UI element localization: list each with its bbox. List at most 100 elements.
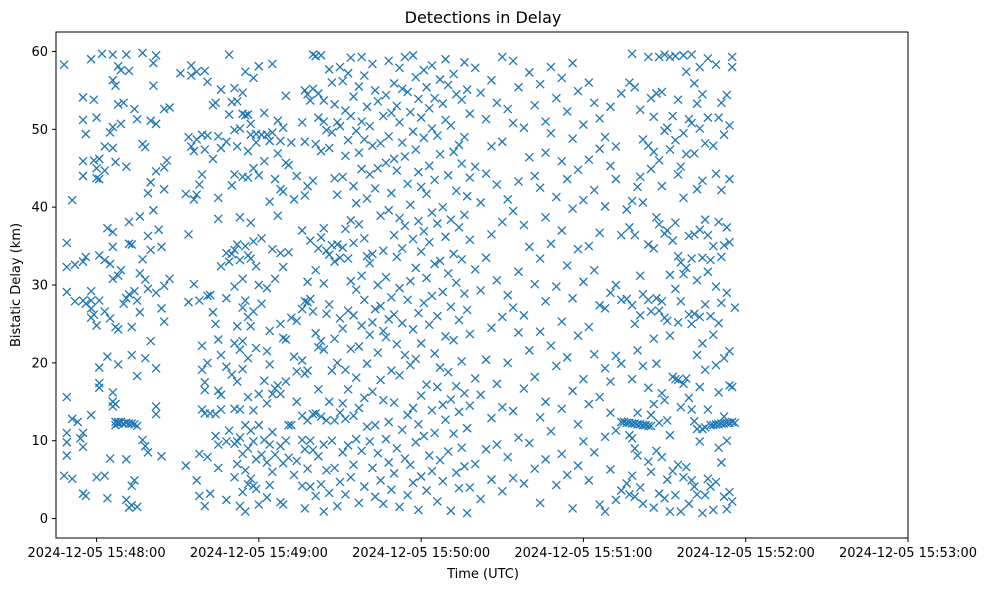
data-point bbox=[430, 93, 440, 103]
data-point bbox=[519, 310, 529, 320]
data-point bbox=[316, 50, 326, 60]
data-point bbox=[519, 384, 529, 393]
data-point bbox=[113, 324, 123, 334]
data-point bbox=[595, 113, 605, 123]
data-point bbox=[700, 365, 710, 375]
data-point bbox=[159, 184, 169, 194]
data-point bbox=[221, 362, 231, 372]
data-point bbox=[270, 450, 280, 460]
data-point bbox=[381, 272, 391, 282]
data-point bbox=[386, 292, 396, 302]
data-point bbox=[70, 260, 80, 270]
data-point bbox=[192, 475, 202, 485]
data-point bbox=[551, 480, 561, 490]
data-point bbox=[276, 319, 285, 329]
data-point bbox=[243, 353, 253, 363]
data-point bbox=[670, 218, 680, 228]
data-point bbox=[105, 127, 115, 137]
data-point bbox=[151, 166, 161, 176]
data-point bbox=[113, 99, 123, 109]
data-point bbox=[67, 474, 77, 484]
data-point bbox=[700, 138, 710, 148]
data-point bbox=[416, 338, 426, 348]
data-point bbox=[638, 198, 648, 207]
data-point bbox=[373, 280, 383, 290]
data-point bbox=[189, 279, 199, 289]
data-point bbox=[384, 458, 394, 467]
data-point bbox=[384, 417, 394, 427]
data-point bbox=[403, 295, 413, 305]
data-point bbox=[524, 68, 534, 77]
data-point bbox=[508, 56, 518, 66]
data-point bbox=[703, 405, 713, 415]
data-point bbox=[568, 58, 578, 68]
data-point bbox=[94, 174, 104, 184]
data-point bbox=[335, 62, 345, 72]
data-point bbox=[251, 138, 261, 148]
data-point bbox=[148, 58, 158, 68]
data-point bbox=[330, 173, 340, 183]
data-point bbox=[443, 447, 453, 457]
y-axis-ticks: 0 10 20 30 40 50 60 bbox=[31, 45, 56, 527]
data-point bbox=[638, 361, 648, 371]
data-point bbox=[395, 283, 404, 293]
data-point bbox=[248, 437, 258, 446]
data-point bbox=[419, 298, 429, 308]
data-point bbox=[243, 173, 253, 183]
data-point bbox=[589, 265, 599, 275]
data-point bbox=[330, 415, 340, 425]
data-point bbox=[595, 392, 605, 402]
data-point bbox=[259, 376, 269, 386]
data-point bbox=[411, 263, 421, 273]
data-point bbox=[462, 508, 472, 518]
data-point bbox=[635, 271, 645, 281]
data-point bbox=[676, 296, 686, 306]
data-point bbox=[422, 380, 432, 390]
data-point bbox=[660, 395, 670, 405]
data-point bbox=[568, 386, 578, 396]
data-point bbox=[546, 128, 556, 138]
data-point bbox=[627, 300, 637, 310]
data-point bbox=[230, 169, 239, 179]
data-point bbox=[92, 472, 102, 482]
data-point bbox=[660, 50, 670, 60]
data-point bbox=[695, 225, 705, 235]
data-point bbox=[259, 156, 269, 166]
data-point bbox=[308, 176, 318, 186]
data-point bbox=[662, 415, 672, 425]
data-point bbox=[503, 452, 513, 462]
data-point bbox=[595, 228, 605, 238]
data-point bbox=[354, 219, 364, 229]
data-point bbox=[611, 495, 621, 505]
data-point bbox=[714, 318, 724, 328]
data-point bbox=[243, 444, 253, 453]
data-point bbox=[541, 296, 551, 306]
data-point bbox=[419, 133, 429, 143]
data-point bbox=[281, 91, 291, 101]
data-point bbox=[687, 475, 697, 485]
data-point bbox=[132, 421, 142, 431]
data-point bbox=[600, 507, 610, 516]
data-point bbox=[254, 420, 264, 430]
data-point bbox=[725, 174, 734, 184]
data-point bbox=[633, 182, 642, 192]
data-point bbox=[435, 256, 445, 266]
data-point bbox=[627, 49, 637, 59]
data-point bbox=[708, 330, 718, 340]
data-point bbox=[719, 130, 729, 140]
data-point bbox=[254, 170, 264, 180]
data-point bbox=[289, 470, 299, 480]
data-point bbox=[462, 423, 472, 433]
data-point bbox=[216, 85, 226, 95]
data-point bbox=[108, 75, 118, 85]
data-point bbox=[235, 345, 245, 355]
data-point bbox=[654, 52, 664, 62]
data-point bbox=[116, 265, 126, 275]
data-point bbox=[530, 464, 540, 474]
data-point bbox=[562, 470, 572, 480]
data-point bbox=[124, 239, 134, 249]
data-point bbox=[102, 493, 112, 503]
data-point bbox=[541, 117, 551, 126]
data-point bbox=[430, 259, 440, 269]
data-point bbox=[305, 96, 315, 105]
